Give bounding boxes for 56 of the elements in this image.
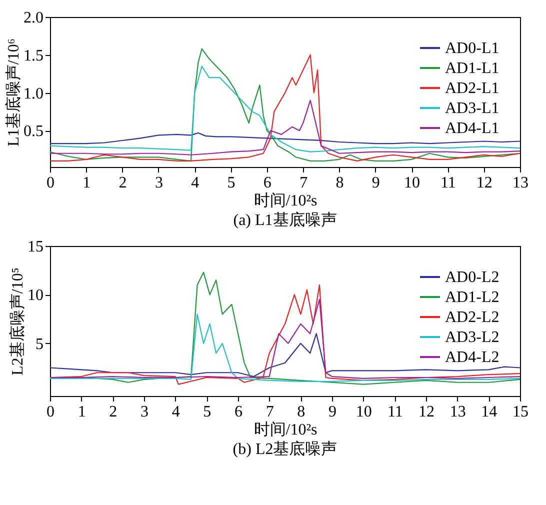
x-tick-label: 10 <box>356 404 372 420</box>
x-tick-label: 9 <box>328 404 336 420</box>
x-axis-title: 时间/10²s <box>254 192 318 210</box>
x-axis-title: 时间/10²s <box>254 420 318 438</box>
legend-label: AD2-L1 <box>445 80 500 97</box>
x-tick-label: 8 <box>336 174 344 192</box>
y-tick-label: 1.0 <box>24 85 44 102</box>
y-tick-label: 2.0 <box>24 10 44 26</box>
legend-label: AD0-L2 <box>445 269 500 286</box>
x-tick-label: 11 <box>440 174 456 192</box>
legend-label: AD4-L1 <box>445 120 500 137</box>
x-tick-label: 6 <box>263 174 272 192</box>
x-tick-label: 3 <box>154 174 163 192</box>
legend-label: AD3-L2 <box>445 329 500 346</box>
legend-label: AD1-L2 <box>445 289 500 306</box>
x-tick-label: 1 <box>78 404 86 420</box>
x-tick-label: 3 <box>140 404 148 420</box>
text: (a) L1基底噪声 <box>233 211 337 229</box>
x-tick-label: 7 <box>266 404 274 420</box>
y-tick-label: 1.5 <box>24 47 44 64</box>
legend-label: AD3-L1 <box>445 100 500 117</box>
x-tick-label: 15 <box>512 404 528 420</box>
x-tick-label: 6 <box>234 404 242 420</box>
x-tick-label: 1 <box>82 174 91 192</box>
x-tick-label: 12 <box>418 404 434 420</box>
legend-label: AD0-L1 <box>445 40 500 57</box>
x-tick-label: 4 <box>172 404 180 420</box>
x-tick-label: 9 <box>372 174 380 192</box>
line-series <box>49 100 521 156</box>
text: (b) L2基底噪声 <box>232 440 338 458</box>
y-tick-label: 5 <box>36 336 44 353</box>
legend-label: AD2-L2 <box>445 309 500 326</box>
y-tick-label: 0.5 <box>24 123 44 140</box>
y-tick-label: 10 <box>28 287 44 304</box>
x-tick-label: 12 <box>476 174 492 192</box>
y-tick-label: 15 <box>28 238 44 256</box>
x-tick-label: 10 <box>404 174 420 192</box>
x-tick-label: 0 <box>46 174 54 192</box>
x-tick-label: 14 <box>481 404 498 420</box>
line-series <box>49 333 521 378</box>
x-tick-label: 13 <box>450 404 466 420</box>
x-tick-label: 13 <box>512 174 528 192</box>
x-tick-label: 11 <box>387 404 403 420</box>
x-tick-label: 5 <box>227 174 236 192</box>
x-tick-label: 2 <box>109 404 118 420</box>
x-tick-label: 7 <box>300 174 308 192</box>
x-tick-label: 0 <box>46 404 54 420</box>
x-tick-label: 2 <box>118 174 127 192</box>
line-series <box>49 132 521 144</box>
y-axis-title: L2基底噪声/10⁵ <box>8 268 26 376</box>
x-tick-label: 4 <box>191 174 200 192</box>
legend-label: AD4-L2 <box>445 349 500 366</box>
x-tick-label: 5 <box>203 404 212 420</box>
x-tick-label: 8 <box>297 404 306 420</box>
legend-label: AD1-L1 <box>445 60 500 77</box>
y-axis-title: L1基底噪声/10⁶ <box>4 38 22 146</box>
